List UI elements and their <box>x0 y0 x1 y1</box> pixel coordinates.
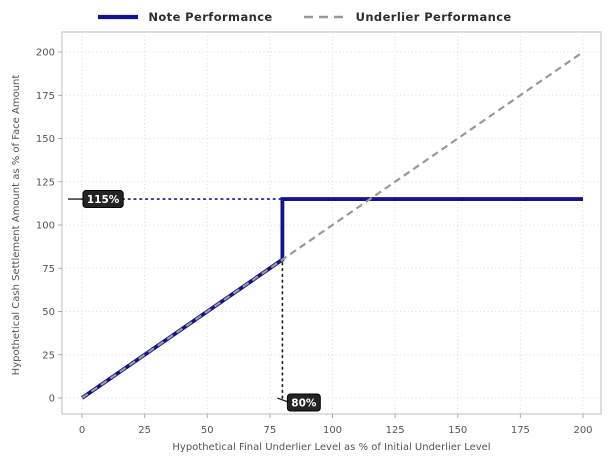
underlier-line-sample-icon <box>303 15 346 19</box>
x-axis-label: Hypothetical Final Underlier Level as % … <box>172 442 491 453</box>
cap-annotation-box <box>82 190 124 209</box>
legend-label-note-performance: Note Performance <box>148 10 273 24</box>
y-axis-label: Hypothetical Cash Settlement Amount as %… <box>11 74 22 376</box>
x-tick-label: 150 <box>448 425 467 436</box>
legend-item-note-performance: Note Performance <box>97 10 272 24</box>
y-tick-label: 25 <box>42 350 55 361</box>
x-tick-label: 50 <box>201 425 214 436</box>
x-tick-label: 200 <box>573 425 592 436</box>
chart-legend: Note Performance Underlier Performance <box>0 6 609 28</box>
x-tick-label: 100 <box>323 425 342 436</box>
y-tick-label: 150 <box>36 134 55 145</box>
y-tick-label: 75 <box>42 264 55 275</box>
y-tick-label: 50 <box>42 307 55 318</box>
x-tick-label: 125 <box>386 425 405 436</box>
y-tick-label: 0 <box>49 394 55 405</box>
barrier-annotation-text: 80% <box>291 397 317 409</box>
note-line-sample-icon <box>98 14 139 20</box>
x-tick-label: 25 <box>138 425 151 436</box>
y-tick-label: 175 <box>36 91 55 102</box>
x-tick-label: 0 <box>79 425 85 436</box>
barrier-annotation-box <box>286 393 321 412</box>
underlier-performance-line <box>81 51 584 399</box>
cap-annotation-text: 115% <box>87 194 120 206</box>
y-tick-label: 125 <box>36 177 55 188</box>
plot-border <box>61 31 602 415</box>
y-tick-label: 200 <box>36 48 55 59</box>
legend-item-underlier-performance: Underlier Performance <box>303 10 512 24</box>
legend-label-underlier-performance: Underlier Performance <box>355 10 512 24</box>
x-tick-label: 75 <box>264 425 277 436</box>
y-tick-label: 100 <box>36 221 55 232</box>
x-tick-label: 175 <box>511 425 530 436</box>
